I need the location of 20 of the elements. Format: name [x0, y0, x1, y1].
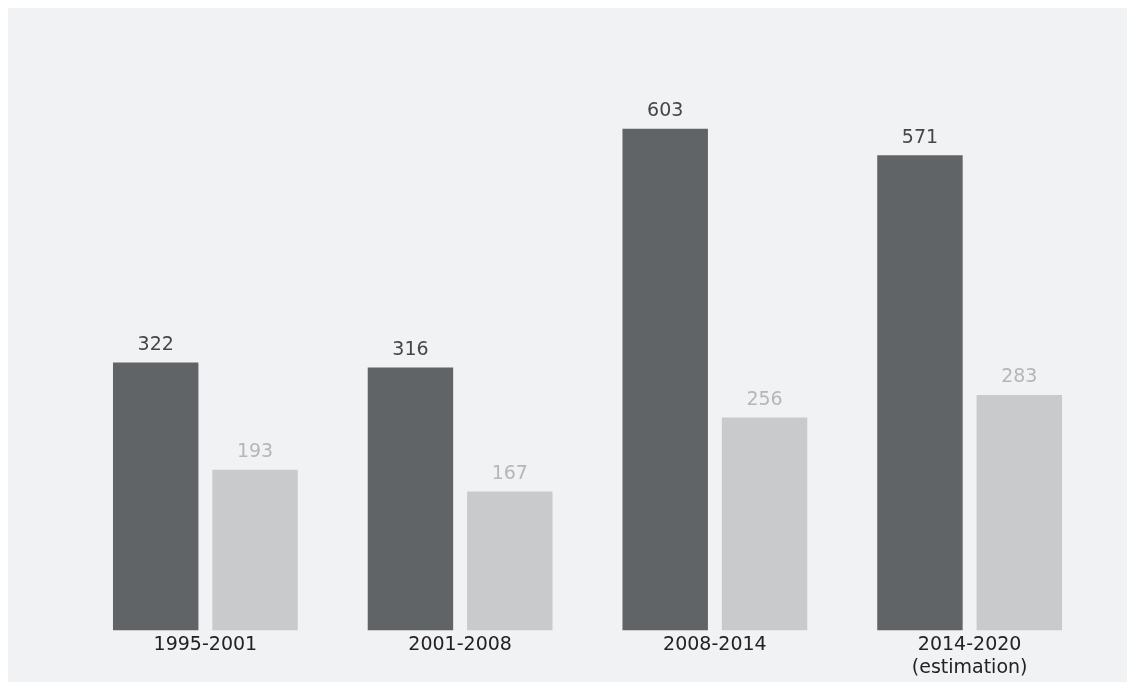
bar	[367, 367, 454, 631]
bar	[212, 469, 298, 631]
x-tick-label: 2008-2014	[663, 631, 767, 654]
data-label: 571	[901, 124, 939, 147]
data-label: 167	[491, 460, 528, 483]
bar	[467, 491, 553, 631]
data-label: 322	[137, 331, 174, 354]
x-tick-label: 2014-2020 (estimation)	[911, 631, 1028, 677]
bar	[721, 417, 808, 631]
data-label: 193	[236, 439, 274, 462]
bar	[112, 362, 199, 631]
bar	[622, 128, 708, 631]
bar	[877, 155, 963, 631]
data-label: 316	[392, 336, 429, 359]
bar	[976, 394, 1063, 631]
data-label: 256	[746, 386, 783, 409]
x-tick-label: 2001-2008	[408, 631, 512, 654]
x-tick-label: 1995-2001	[153, 631, 258, 654]
data-label: 283	[1001, 364, 1038, 387]
data-label: 603	[647, 98, 684, 121]
